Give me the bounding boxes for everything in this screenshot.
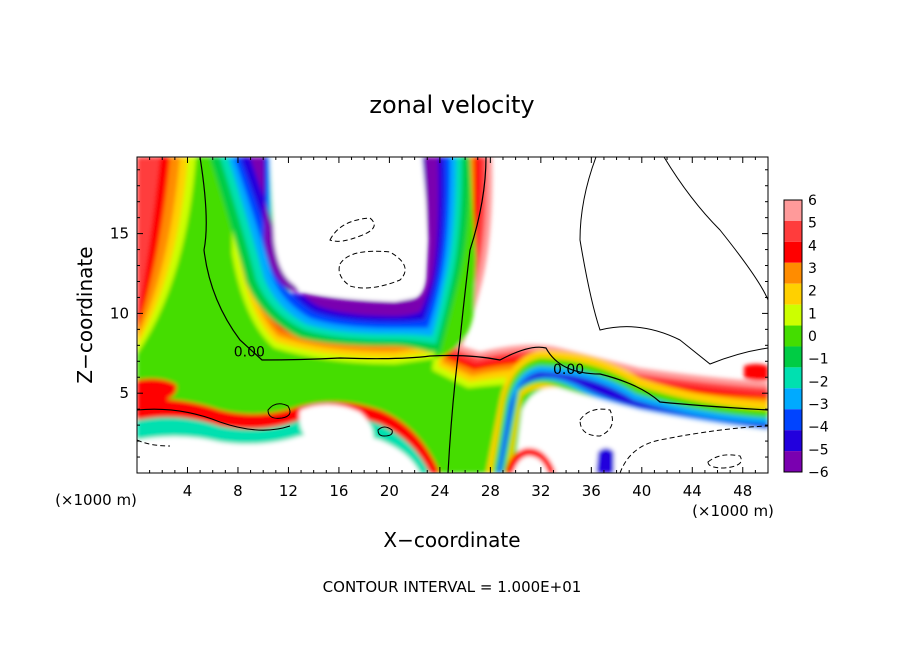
x-tick-label: 44 bbox=[683, 482, 702, 500]
x-tick-label: 8 bbox=[233, 482, 243, 500]
x-tick-label: 32 bbox=[531, 482, 550, 500]
colorbar-swatch bbox=[784, 346, 802, 368]
contour-label: 0.00 bbox=[234, 344, 265, 360]
velocity-field bbox=[137, 157, 768, 473]
colorbar-swatch bbox=[784, 241, 802, 263]
x-tick-label: 20 bbox=[380, 482, 399, 500]
colorbar-swatch bbox=[784, 325, 802, 347]
x-axis-ticks: 4 8 12 16 20 24 28 32 36 40 44 48 bbox=[149, 157, 756, 500]
y-tick-label: 10 bbox=[110, 304, 129, 322]
colorbar-label: −1 bbox=[808, 352, 829, 368]
contour-interval-footer: CONTOUR INTERVAL = 1.000E+01 bbox=[323, 578, 582, 596]
x-tick-label: 48 bbox=[733, 482, 752, 500]
colorbar-label: 0 bbox=[808, 329, 817, 345]
x-tick-label: 36 bbox=[582, 482, 601, 500]
colorbar-label: 6 bbox=[808, 193, 817, 209]
colorbar-label: −4 bbox=[808, 420, 829, 436]
x-tick-label: 4 bbox=[183, 482, 193, 500]
chart-title: zonal velocity bbox=[369, 91, 534, 119]
x-axis-label: X−coordinate bbox=[383, 528, 520, 552]
colorbar-label: 3 bbox=[808, 261, 817, 277]
colorbar-swatch bbox=[784, 430, 802, 452]
colorbar-swatch bbox=[784, 388, 802, 410]
x-tick-label: 28 bbox=[481, 482, 500, 500]
x-unit-label-left: (×1000 m) bbox=[55, 491, 137, 509]
y-axis-ticks: 5 10 15 bbox=[110, 169, 768, 458]
colorbar-swatch bbox=[784, 200, 802, 221]
x-tick-label: 12 bbox=[279, 482, 298, 500]
y-tick-label: 15 bbox=[110, 225, 129, 243]
colorbar-swatch bbox=[784, 262, 802, 284]
x-tick-label: 24 bbox=[430, 482, 449, 500]
colorbar-frame bbox=[783, 199, 803, 473]
colorbar-label: 1 bbox=[808, 306, 817, 322]
colorbar-label: 4 bbox=[808, 238, 817, 254]
colorbar-label: −3 bbox=[808, 397, 829, 413]
colorbar-swatch bbox=[784, 220, 802, 242]
colorbar-swatch bbox=[784, 367, 802, 389]
colorbar-swatch bbox=[784, 304, 802, 326]
colorbar-label: −2 bbox=[808, 374, 829, 390]
contour-labels: 0.00 0.00 bbox=[234, 344, 584, 378]
x-tick-label: 16 bbox=[329, 482, 348, 500]
x-tick-label: 40 bbox=[632, 482, 651, 500]
y-axis-label: Z−coordinate bbox=[73, 246, 97, 383]
colorbar: 6 5 4 3 2 1 0 −1 −2 −3 −4 −5 −6 bbox=[783, 193, 829, 481]
colorbar-swatch bbox=[784, 451, 802, 472]
colorbar-swatch bbox=[784, 409, 802, 431]
colorbar-swatch bbox=[784, 283, 802, 305]
x-unit-label-right: (×1000 m) bbox=[692, 502, 774, 520]
colorbar-label: 2 bbox=[808, 284, 817, 300]
colorbar-label: −6 bbox=[808, 465, 829, 481]
colorbar-label: 5 bbox=[808, 216, 817, 232]
contour-label: 0.00 bbox=[553, 362, 584, 378]
y-tick-label: 5 bbox=[119, 384, 129, 402]
colorbar-label: −5 bbox=[808, 442, 829, 458]
